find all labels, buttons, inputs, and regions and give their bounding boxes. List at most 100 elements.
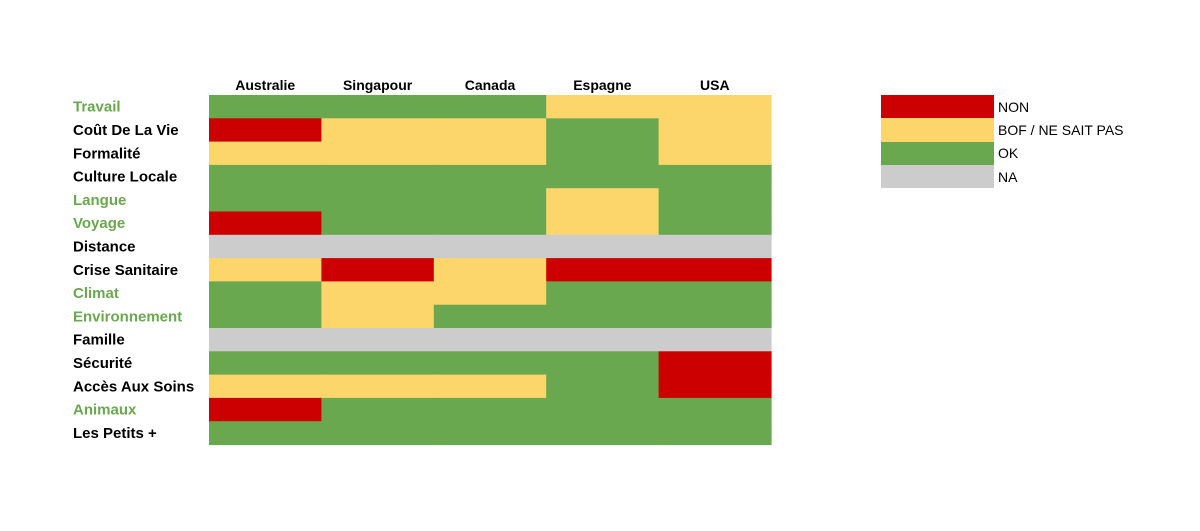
legend-swatch	[881, 141, 994, 165]
heatmap-cell	[658, 95, 772, 119]
heatmap-cell	[209, 211, 322, 236]
column-header: Singapour	[343, 77, 413, 93]
heatmap-cell	[433, 164, 547, 189]
heatmap-cell	[433, 211, 547, 236]
row-label: Travail	[73, 99, 121, 116]
heatmap-cell	[433, 397, 547, 422]
heatmap-cell	[546, 351, 660, 376]
heatmap-cell	[433, 421, 547, 446]
legend-swatch	[881, 118, 994, 142]
heatmap-cell	[209, 281, 322, 306]
heatmap-cell	[433, 328, 547, 352]
heatmap-cell	[209, 234, 322, 259]
row-label: Climat	[73, 285, 119, 302]
row-label: Formalité	[73, 145, 141, 162]
heatmap-cell	[209, 397, 322, 422]
column-header: Espagne	[573, 77, 632, 93]
heatmap-cell	[321, 397, 435, 422]
heatmap-cell	[209, 258, 322, 282]
row-label: Environnement	[73, 308, 182, 325]
column-headers: Australie Singapour Canada Espagne USA	[235, 77, 729, 93]
heatmap-cell	[209, 421, 322, 446]
legend-swatch	[881, 164, 994, 189]
heatmap-cell	[321, 95, 435, 119]
heatmap-cell	[209, 141, 322, 166]
heatmap-cell	[658, 164, 772, 189]
legend-swatch	[881, 95, 994, 119]
legend-item: OK	[881, 141, 1124, 165]
heatmap-cell	[209, 164, 322, 189]
heatmap-cell	[658, 281, 772, 306]
row-label: Crise Sanitaire	[73, 262, 178, 279]
heatmap-cell	[658, 374, 772, 399]
row-label: Langue	[73, 192, 126, 209]
row-label: Accès Aux Soins	[73, 378, 194, 395]
heatmap-cell	[433, 118, 547, 143]
row-label: Sécurité	[73, 355, 132, 372]
heatmap-cell	[546, 211, 660, 236]
legend-item: NA	[881, 164, 1124, 189]
heatmap-cell	[658, 421, 772, 446]
heatmap-cell	[546, 188, 660, 213]
row-label: Coût De La Vie	[73, 122, 179, 139]
heatmap-cell	[546, 304, 660, 329]
row-label: Voyage	[73, 215, 125, 232]
heatmap-cell	[321, 258, 435, 282]
heatmap-cell	[209, 374, 322, 399]
heatmap-cell	[321, 374, 435, 399]
column-header: Canada	[465, 77, 516, 93]
heatmap-cell	[433, 234, 547, 259]
row-label: Famille	[73, 332, 125, 349]
heatmap-cell	[209, 304, 322, 329]
legend-label: BOF / NE SAIT PAS	[998, 121, 1124, 138]
heatmap-cell	[321, 164, 435, 189]
heatmap-cell	[658, 188, 772, 213]
heatmap-cell	[209, 328, 322, 352]
column-header: Australie	[235, 77, 295, 93]
heatmap-cell	[209, 95, 322, 119]
row-label: Distance	[73, 238, 136, 255]
legend: NON BOF / NE SAIT PAS OK NA	[881, 95, 1124, 189]
heatmap-cell	[546, 281, 660, 306]
heatmap-cell	[433, 95, 547, 119]
heatmap-cell	[658, 234, 772, 259]
heatmap-cell	[209, 351, 322, 376]
legend-label: OK	[998, 145, 1019, 162]
column-header: USA	[700, 77, 730, 93]
heatmap-cell	[433, 351, 547, 376]
heatmap-cell	[321, 141, 435, 166]
heatmap-cell	[546, 234, 660, 259]
legend-item: BOF / NE SAIT PAS	[881, 118, 1124, 142]
heatmap-cell	[546, 164, 660, 189]
heatmap-cell	[658, 211, 772, 236]
heatmap-cell	[321, 304, 435, 329]
heatmap-cell	[658, 258, 772, 282]
heatmap-cell	[321, 234, 435, 259]
heatmap-cell	[433, 188, 547, 213]
heatmap-cell	[546, 118, 660, 143]
heatmap-cell	[321, 118, 435, 143]
heatmap-cell	[658, 141, 772, 166]
heatmap-cell	[433, 281, 547, 306]
heatmap-cell	[433, 374, 547, 399]
heatmap-cell	[321, 188, 435, 213]
heatmap-cell	[546, 374, 660, 399]
heatmap-cell	[658, 304, 772, 329]
heatmap-cell	[321, 421, 435, 446]
heatmap-cell	[433, 258, 547, 282]
heatmap-cell	[658, 351, 772, 376]
heatmap-cell	[321, 281, 435, 306]
heatmap-cell	[433, 304, 547, 329]
heatmap-cell	[546, 95, 660, 119]
heatmap-cell	[321, 211, 435, 236]
heatmap-cell	[209, 118, 322, 143]
heatmap-cell	[546, 258, 660, 282]
legend-label: NA	[998, 168, 1018, 185]
heatmap-cell	[321, 328, 435, 352]
heatmap-cell	[658, 397, 772, 422]
row-label: Animaux	[73, 402, 137, 419]
row-label: Culture Locale	[73, 169, 177, 186]
heatmap-cell	[546, 397, 660, 422]
heatmap-cell	[546, 141, 660, 166]
